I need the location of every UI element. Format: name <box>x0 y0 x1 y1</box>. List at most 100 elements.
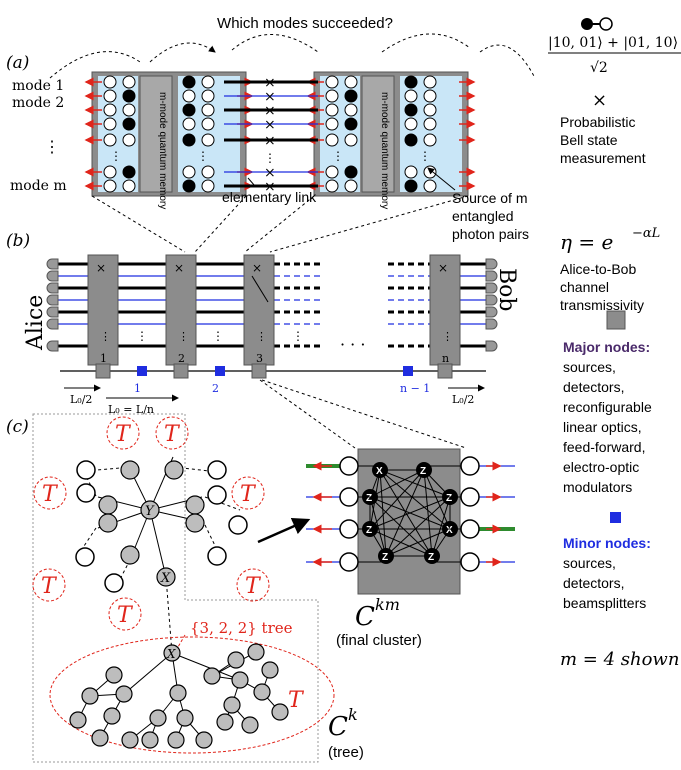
alice-detector <box>46 282 59 294</box>
mode-m-label: mode m <box>10 178 67 194</box>
subtree-node <box>203 667 221 685</box>
mode-circle <box>182 89 196 103</box>
legend-major-item: linear optics, <box>563 419 642 435</box>
cluster-edge <box>385 469 425 557</box>
tree-leaf-white <box>76 460 96 480</box>
subtree-node <box>271 703 289 721</box>
mode-circle <box>344 179 358 193</box>
bsm-cross: × <box>264 75 276 91</box>
subtree-node <box>253 683 271 701</box>
column-vdots: ⋮ <box>197 149 209 163</box>
subtree-edge <box>123 652 173 695</box>
l0-eq: L₀ = L/n <box>108 403 154 416</box>
legend-major-item: modulators <box>563 479 632 495</box>
mode-circle <box>122 133 136 147</box>
mode-circle <box>404 103 418 117</box>
cluster-white-node <box>339 456 359 476</box>
alice-detector <box>46 270 59 282</box>
mode-circle <box>344 165 358 179</box>
tree-edge <box>149 509 167 578</box>
cluster-node-label: Z <box>420 466 426 477</box>
subtree-node <box>141 731 159 749</box>
mode-circle <box>182 103 196 117</box>
t-circle <box>108 597 142 631</box>
mode-circle <box>103 75 117 89</box>
column-vdots: ⋮ <box>332 149 344 163</box>
svg-text:k: k <box>348 705 358 724</box>
cluster-node-label: X <box>376 466 383 477</box>
subtree-node <box>247 643 265 661</box>
ck-caption: (tree) <box>328 744 364 761</box>
t-circle <box>231 476 265 510</box>
subtree-node <box>216 713 234 731</box>
svg-text:η = e: η = e <box>560 230 613 254</box>
major-number: 1 <box>100 352 107 365</box>
mode-circle <box>201 75 215 89</box>
bob-detector <box>485 306 498 318</box>
tree-node-y <box>140 500 160 520</box>
mode-circle <box>344 103 358 117</box>
mode-circle <box>423 103 437 117</box>
t-circle <box>236 568 270 602</box>
legend-bell-symbol <box>581 17 613 31</box>
legend-channel-2: channel <box>560 279 609 295</box>
mode-circle <box>325 75 339 89</box>
box-vdots: ⋮ <box>100 330 111 343</box>
subtree-node <box>81 687 99 705</box>
l0-half-right: L₀/2 <box>452 393 474 406</box>
major-number: 3 <box>256 352 263 365</box>
mode-circle <box>201 165 215 179</box>
tree-node-gray <box>185 513 205 533</box>
mode-circle <box>103 133 117 147</box>
subtree-node <box>227 651 245 669</box>
subtree-node <box>121 731 139 749</box>
source-label-1: Source of m <box>452 190 527 206</box>
major-number: n <box>442 352 449 365</box>
gap-vdots: ⋮ <box>136 329 148 343</box>
minor-number: 1 <box>134 382 141 395</box>
t-label: T <box>42 482 59 507</box>
cluster-node <box>416 462 432 478</box>
legend-major-item: sources, <box>563 359 616 375</box>
legend-major-item: detectors, <box>563 379 624 395</box>
mode-2-label: mode 2 <box>12 95 64 111</box>
mode-circle <box>103 103 117 117</box>
t-label: T <box>240 482 257 507</box>
t-label-large: T <box>288 688 305 713</box>
subtree-node <box>231 671 249 689</box>
elementary-link-lines: ×××××××⋮ <box>224 75 318 195</box>
box-cross: × <box>438 261 448 275</box>
ckm-label: C km <box>355 595 400 632</box>
cluster-node-label: Z <box>366 525 372 536</box>
subtree-node <box>69 711 87 729</box>
source-label-2: entangled <box>452 208 514 224</box>
cluster-edge <box>423 469 433 557</box>
cluster-node-label: X <box>446 525 453 536</box>
tree-leaf-white <box>207 485 227 505</box>
question-text: Which modes succeeded? <box>217 15 393 32</box>
mode-circle <box>182 117 196 131</box>
x-label: X <box>160 571 171 586</box>
tree-leaf-white <box>228 515 248 535</box>
l0-half-left: L₀/2 <box>70 393 92 406</box>
alice-detector <box>46 306 59 318</box>
mode-circle <box>103 165 117 179</box>
svg-text:C: C <box>355 602 375 632</box>
legend-minor-title: Minor nodes: <box>563 535 651 551</box>
bob-detector <box>485 270 498 282</box>
subtree-edge <box>171 652 241 681</box>
cluster-edge <box>431 496 451 557</box>
panel-c-border <box>32 413 319 763</box>
mode-circle <box>201 89 215 103</box>
alice-label: Alice <box>23 295 48 351</box>
mode-1-label: mode 1 <box>12 78 64 94</box>
panel-a-label: (a) <box>6 53 29 73</box>
mode-circle <box>182 133 196 147</box>
svg-text:−αL: −αL <box>632 226 660 241</box>
subtree-node <box>149 709 167 727</box>
memory-block <box>139 75 173 193</box>
subtree-root-x <box>163 644 181 662</box>
legend-minor-item: detectors, <box>563 575 624 591</box>
panel-b-label: (b) <box>6 231 30 251</box>
zoom-line <box>261 379 467 449</box>
